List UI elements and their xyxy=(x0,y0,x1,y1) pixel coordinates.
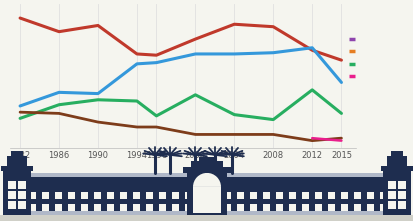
Bar xyxy=(8,173,405,177)
Bar xyxy=(68,192,75,199)
Bar xyxy=(42,192,49,199)
Bar xyxy=(8,201,16,209)
Bar xyxy=(340,204,347,211)
Bar xyxy=(366,192,373,199)
Bar xyxy=(171,204,178,211)
Bar xyxy=(379,204,386,211)
Bar xyxy=(11,151,23,156)
Bar xyxy=(18,201,26,209)
Bar xyxy=(3,169,31,215)
Bar xyxy=(288,192,295,199)
Bar xyxy=(262,192,269,199)
Bar xyxy=(133,204,140,211)
Bar xyxy=(379,192,386,199)
Bar xyxy=(249,204,256,211)
Bar xyxy=(275,192,282,199)
Bar xyxy=(288,204,295,211)
Bar xyxy=(107,204,114,211)
Bar xyxy=(387,181,395,189)
Bar xyxy=(16,204,23,211)
Bar xyxy=(390,151,402,156)
Bar xyxy=(68,204,75,211)
Bar xyxy=(146,192,153,199)
Bar xyxy=(223,192,230,199)
Bar xyxy=(185,192,192,199)
Bar xyxy=(262,204,269,211)
Bar xyxy=(185,204,192,211)
Bar xyxy=(55,192,62,199)
Bar xyxy=(211,192,218,199)
Bar xyxy=(107,192,114,199)
Bar xyxy=(386,156,406,166)
Bar xyxy=(380,166,412,171)
Bar xyxy=(55,204,62,211)
Bar xyxy=(18,191,26,199)
Bar xyxy=(301,192,308,199)
Bar xyxy=(314,192,321,199)
Bar xyxy=(146,204,153,211)
Bar xyxy=(8,181,16,189)
Bar xyxy=(275,204,282,211)
Bar xyxy=(42,204,49,211)
Bar xyxy=(81,204,88,211)
Bar xyxy=(327,192,334,199)
Bar xyxy=(382,169,410,215)
Bar xyxy=(197,204,204,211)
Bar xyxy=(8,211,405,215)
Bar xyxy=(18,181,26,189)
Bar xyxy=(301,204,308,211)
Bar xyxy=(353,204,360,211)
Bar xyxy=(120,204,127,211)
Bar xyxy=(7,156,27,166)
Bar xyxy=(133,192,140,199)
Bar xyxy=(192,187,221,213)
Bar xyxy=(236,192,243,199)
Bar xyxy=(197,192,204,199)
Bar xyxy=(29,192,36,199)
Bar xyxy=(249,192,256,199)
Bar xyxy=(340,192,347,199)
Bar xyxy=(397,201,405,209)
Bar xyxy=(397,191,405,199)
Bar xyxy=(327,204,334,211)
Bar xyxy=(353,192,360,199)
Bar xyxy=(8,191,16,199)
Bar xyxy=(94,192,101,199)
Bar xyxy=(366,204,373,211)
Bar xyxy=(0,215,413,221)
Bar xyxy=(120,192,127,199)
Bar xyxy=(236,204,243,211)
Bar xyxy=(8,173,405,215)
Bar xyxy=(199,157,214,161)
Bar xyxy=(1,166,33,171)
Bar xyxy=(211,204,218,211)
Wedge shape xyxy=(192,173,221,187)
Bar xyxy=(190,161,223,167)
Bar xyxy=(159,204,166,211)
Bar xyxy=(81,192,88,199)
Bar xyxy=(187,173,226,215)
Bar xyxy=(29,204,36,211)
Bar xyxy=(16,192,23,199)
Bar xyxy=(397,181,405,189)
Bar xyxy=(387,201,395,209)
Bar xyxy=(387,191,395,199)
Bar xyxy=(94,204,101,211)
Bar xyxy=(159,192,166,199)
Bar xyxy=(223,204,230,211)
Bar xyxy=(183,167,230,173)
Bar xyxy=(314,204,321,211)
Bar xyxy=(171,192,178,199)
